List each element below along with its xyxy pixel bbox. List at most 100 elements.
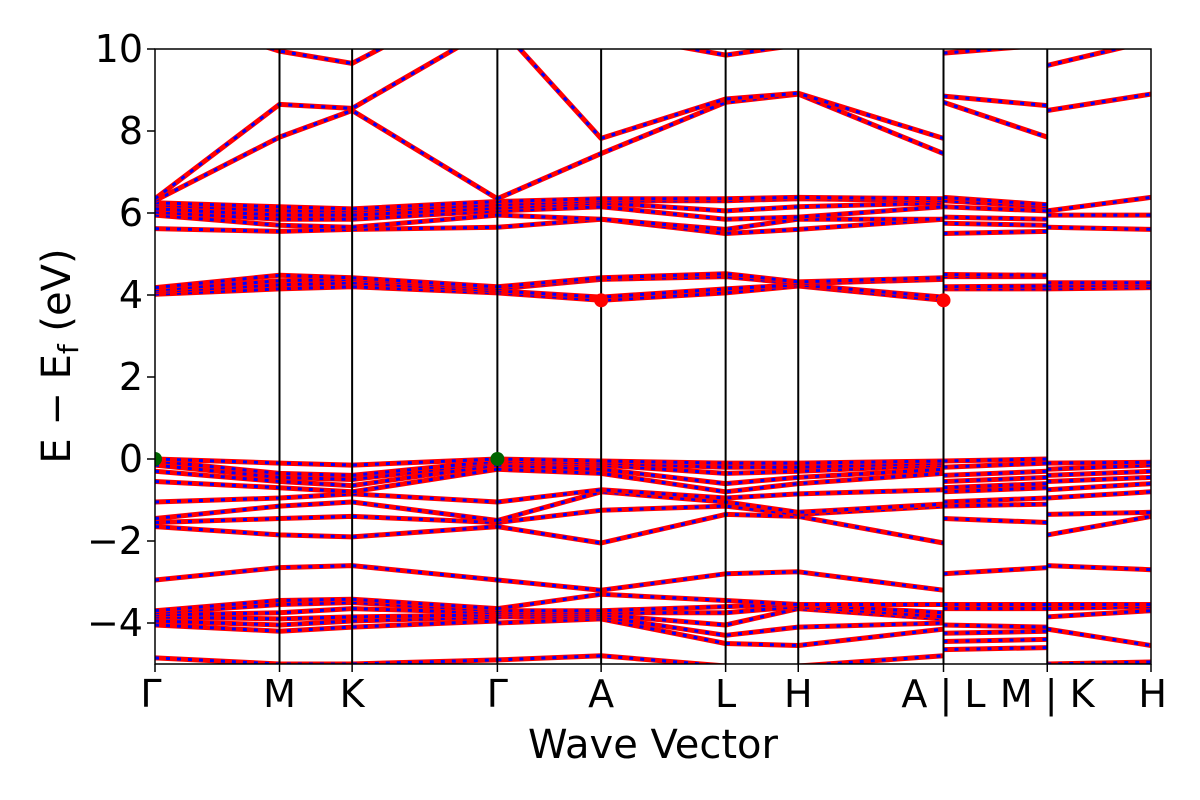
high-symmetry-lines <box>278 49 1049 664</box>
band-line-spin-up <box>1046 194 1151 214</box>
band-line-spin-up <box>943 283 1048 290</box>
band-line-spin-up <box>155 456 498 468</box>
x-tick-label: Γ <box>140 672 161 716</box>
band-line-spin-up <box>1047 608 1151 620</box>
band-line-spin-down <box>497 504 944 524</box>
band-line-spin-up <box>155 655 498 664</box>
band-line-spin-up <box>155 606 498 618</box>
band-line-spin-down <box>497 205 944 221</box>
band-line-spin-up <box>155 272 498 291</box>
band-line-spin-down <box>497 488 944 504</box>
band-line-spin-down <box>497 602 944 615</box>
band-line-spin-up <box>1047 474 1151 484</box>
band-line-spin-up <box>155 491 498 505</box>
band-line-spin-up <box>155 596 498 614</box>
band-line-spin-up <box>155 212 498 230</box>
y-tick-label: 6 <box>119 191 143 235</box>
band-line-spin-down <box>497 457 944 465</box>
cbm-marker <box>594 293 609 308</box>
band-line-spin-up <box>1046 49 1128 68</box>
y-axis-ticks: −4 −2 0 2 4 6 8 10 <box>87 27 155 645</box>
vbm-marker <box>155 452 162 466</box>
band-line-spin-up <box>943 485 1048 495</box>
band-line-spin-up <box>1047 489 1151 501</box>
x-tick-label: A | L <box>901 672 985 717</box>
y-axis-title-main: E − E <box>34 354 80 464</box>
band-line-spin-down <box>155 49 458 200</box>
band-line-spin-up <box>155 513 498 525</box>
band-line-spin-up <box>943 628 1048 636</box>
band-line-spin-up <box>943 481 1048 491</box>
band-line-spin-up <box>943 516 1048 525</box>
x-tick-label: M | K <box>1000 672 1096 717</box>
x-tick-label: K <box>340 672 366 716</box>
band-line-spin-up <box>943 501 1048 509</box>
band-line-spin-up <box>943 495 1048 505</box>
band-line-spin-down <box>943 100 1048 139</box>
x-tick-label: L <box>715 672 736 716</box>
band-line-spin-up <box>155 202 498 214</box>
band-line-spin-up <box>943 93 1048 109</box>
extrema-markers <box>155 293 951 466</box>
x-tick-label: H <box>784 672 813 716</box>
x-tick-label: H <box>1138 672 1167 716</box>
band-line-spin-up <box>1047 285 1151 292</box>
band-line-spin-up <box>943 194 1048 208</box>
y-axis-title-unit: (eV) <box>34 248 80 344</box>
band-line-spin-up <box>1047 481 1151 493</box>
band-line-spin-up <box>155 466 498 495</box>
band-line-spin-up <box>1047 224 1151 232</box>
band-line-spin-up <box>943 228 1048 236</box>
band-line-spin-up <box>1046 626 1151 648</box>
band-line-spin-up <box>155 618 498 634</box>
y-tick-label: −2 <box>87 519 143 563</box>
band-line-spin-up <box>943 622 1048 630</box>
band-line-spin-down <box>267 49 383 65</box>
band-line-spin-up <box>1047 509 1151 517</box>
band-line-spin-up <box>155 208 498 222</box>
y-tick-label: 2 <box>119 355 143 399</box>
band-line-spin-down <box>497 272 944 289</box>
band-line-spin-up <box>943 468 1048 478</box>
y-tick-label: 0 <box>119 437 143 481</box>
band-line-spin-up <box>155 205 498 218</box>
band-line-spin-down <box>497 463 944 486</box>
x-tick-label: A <box>588 672 614 716</box>
band-line-spin-up <box>155 199 498 212</box>
band-line-spin-up <box>943 272 1048 278</box>
band-line-spin-up <box>1046 513 1151 538</box>
y-tick-label: 8 <box>119 109 143 153</box>
band-line-spin-down <box>497 467 944 494</box>
band-line-spin-up <box>155 458 498 478</box>
band-line-spin-up <box>155 563 498 583</box>
band-line-spin-up <box>1047 468 1151 478</box>
band-line-spin-up <box>943 474 1048 484</box>
x-axis-title: Wave Vector <box>528 722 779 768</box>
band-line-spin-up <box>155 459 498 482</box>
band-line-spin-up <box>943 220 1048 228</box>
band-line-spin-down <box>497 592 944 611</box>
band-line-spin-down <box>497 217 944 236</box>
cbm-marker <box>936 293 951 308</box>
y-axis-title: E − Ef (eV) <box>34 248 85 463</box>
band-line-spin-down <box>497 195 944 203</box>
band-line-spin-up <box>155 280 498 295</box>
band-line-spin-up <box>1046 91 1151 113</box>
y-tick-label: 4 <box>119 273 143 317</box>
band-line-spin-up <box>943 565 1048 577</box>
y-axis-title-subscript: f <box>52 343 85 354</box>
band-line-spin-up <box>155 462 498 489</box>
y-tick-label: −4 <box>87 601 143 645</box>
band-line-spin-up <box>943 636 1048 644</box>
band-line-spin-down <box>497 283 944 299</box>
band-line-spin-up <box>1047 563 1151 573</box>
plot-area <box>155 49 1151 664</box>
x-tick-label: M <box>263 672 296 716</box>
band-line-spin-up <box>1047 459 1151 466</box>
band-line-spin-up <box>943 204 1048 214</box>
band-line-spin-up <box>943 460 1048 470</box>
band-line-spin-up <box>155 524 498 540</box>
band-line-spin-up <box>155 600 498 616</box>
